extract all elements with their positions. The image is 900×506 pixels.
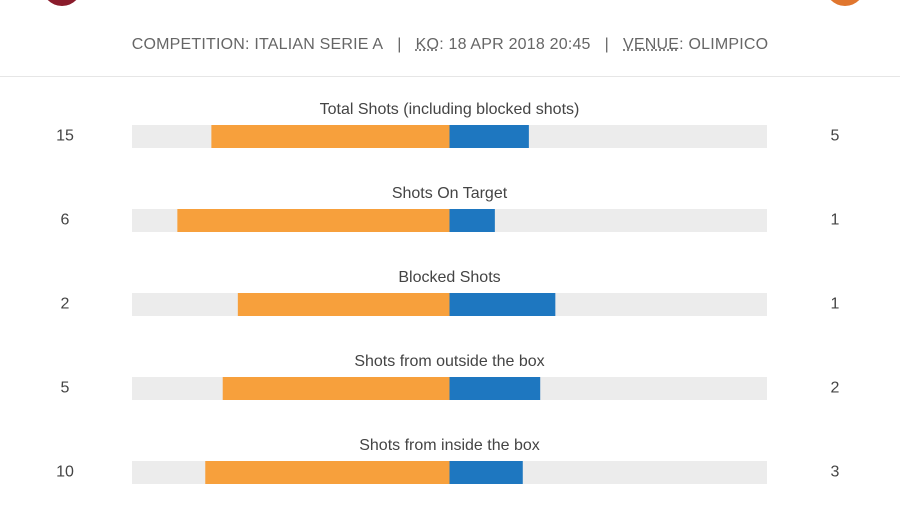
away-value: 2 (831, 380, 840, 397)
home-value: 2 (61, 296, 70, 313)
home-value: 5 (61, 380, 70, 397)
away-value: 3 (831, 464, 840, 481)
stat-label: Total Shots (including blocked shots) (320, 101, 580, 118)
home-bar (237, 293, 450, 316)
home-bar (211, 125, 450, 148)
info-text: : OLIMPICO (679, 36, 769, 53)
separator: | (604, 36, 610, 53)
home-bar (205, 461, 450, 484)
away-value: 5 (831, 128, 840, 145)
match-info: COMPETITION: ITALIAN SERIE A | KO: 18 APR … (0, 36, 900, 54)
away-bar (449, 461, 523, 484)
stat-label: Blocked Shots (398, 269, 500, 286)
home-value: 10 (56, 464, 74, 481)
home-logo (47, 0, 77, 6)
stat-label: Shots from inside the box (359, 437, 540, 454)
home-value: 15 (56, 128, 74, 145)
separator: | (397, 36, 402, 53)
home-bar (222, 377, 450, 400)
away-bar (449, 377, 541, 400)
away-bar (449, 125, 529, 148)
away-value: 1 (831, 296, 840, 313)
away-value: 1 (831, 212, 840, 229)
abbr: KO (415, 36, 440, 53)
info-text: : 18 APR 2018 20:45 (439, 36, 591, 53)
info-text: COMPETITION: ITALIAN SERIE A (131, 36, 384, 53)
away-bar (449, 293, 556, 316)
abbr: VENUE (623, 36, 680, 53)
home-value: 6 (61, 212, 70, 229)
stat-label: Shots from outside the box (354, 353, 544, 370)
away-bar (449, 209, 495, 232)
stat-label: Shots On Target (392, 185, 508, 202)
away-logo (830, 0, 860, 6)
divider (0, 76, 900, 77)
home-bar (177, 209, 450, 232)
